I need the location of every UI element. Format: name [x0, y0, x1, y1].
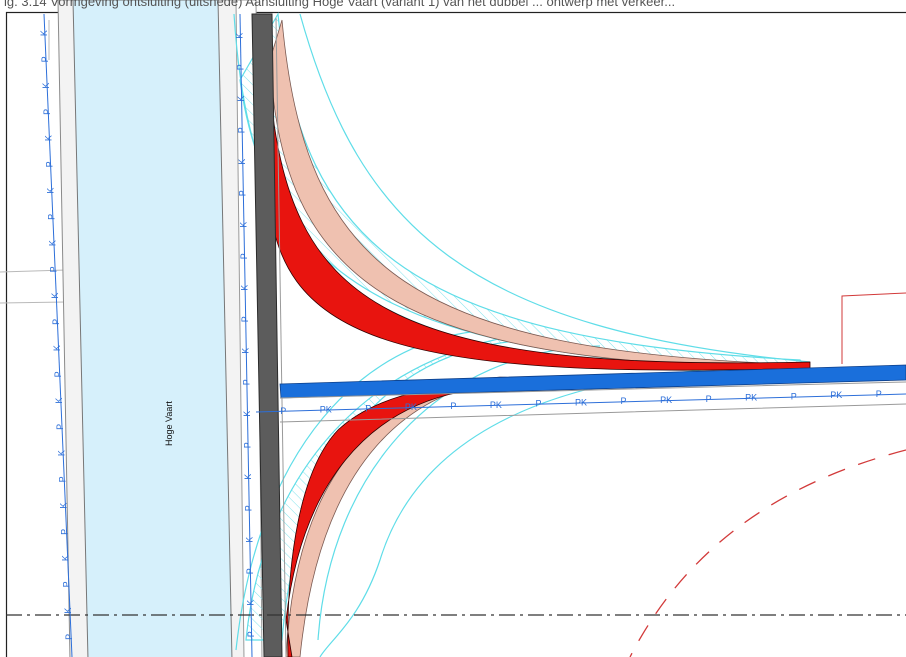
cable-marker: P [57, 476, 67, 482]
cable-marker: P [241, 379, 251, 385]
cable-marker: K [45, 188, 55, 194]
cable-marker: K [243, 474, 253, 480]
cable-marker: PK [745, 393, 757, 403]
cable-marker: P [239, 253, 249, 259]
cable-marker: P [240, 316, 250, 322]
cable-marker: P [244, 505, 254, 511]
cable-marker: K [237, 159, 247, 165]
cable-marker: P [55, 424, 65, 430]
cable-marker: PK [405, 402, 417, 412]
cable-marker: P [246, 631, 256, 637]
cable-marker: K [239, 285, 249, 291]
cable-line-horizontal [255, 393, 906, 413]
canal-label: Hoge Vaart [164, 401, 174, 446]
cable-marker: P [791, 391, 797, 401]
cable-marker: K [39, 30, 49, 36]
cable-marker: K [238, 222, 248, 228]
cable-marker: K [56, 450, 66, 456]
red-lane-north [267, 89, 811, 371]
cable-marker: K [52, 345, 62, 351]
cable-marker: P [235, 64, 245, 70]
cable-marker: P [46, 214, 56, 220]
canal-water [72, 0, 233, 657]
cable-marker: P [876, 389, 882, 399]
cable-marker: PK [575, 397, 587, 407]
cable-marker: P [49, 266, 59, 272]
cable-marker: K [63, 608, 73, 614]
cable-marker: K [61, 555, 71, 561]
cable-marker: P [535, 399, 541, 409]
cable-marker: K [50, 293, 60, 299]
cycle-path [279, 364, 906, 399]
cable-marker: P [706, 394, 712, 404]
cable-marker: P [44, 161, 54, 167]
cable-line-left [43, 13, 73, 657]
road-edge-line [279, 381, 906, 423]
cable-marker: K [242, 411, 252, 417]
road-edge-line [275, 17, 287, 657]
cable-marker: K [48, 240, 58, 246]
cable-marker: P [450, 401, 456, 411]
planned-arc [629, 449, 906, 657]
cable-marker: P [245, 568, 255, 574]
cable-marker: K [235, 33, 245, 39]
parcel-boundary [841, 292, 906, 364]
red-lane-south [285, 383, 472, 657]
cable-marker: K [245, 600, 255, 606]
cable-marker: P [238, 190, 248, 196]
cable-marker: P [53, 371, 63, 377]
cable-marker: PK [660, 395, 672, 405]
cable-marker: P [280, 406, 286, 416]
cable-marker: K [54, 398, 64, 404]
cable-marker: P [242, 442, 252, 448]
parcel-line [0, 20, 67, 304]
map-frame [5, 11, 906, 657]
cable-marker: P [40, 56, 50, 62]
figure-caption: ig. 3.14 Vormgeving ontsluiting (uitsned… [4, 0, 676, 9]
cable-marker: PK [320, 405, 332, 415]
cable-marker: P [59, 529, 69, 535]
cable-marker: PK [490, 400, 502, 410]
cable-marker: P [64, 634, 74, 640]
cable-marker: P [51, 319, 61, 325]
cable-marker: K [244, 537, 254, 543]
cable-marker: K [236, 96, 246, 102]
cable-marker: K [58, 503, 68, 509]
cable-marker: P [365, 403, 371, 413]
cable-marker: PK [830, 390, 842, 400]
cable-marker: K [43, 135, 53, 141]
cable-marker: P [42, 109, 52, 115]
cable-marker: P [236, 127, 246, 133]
side-road [251, 13, 283, 657]
cable-marker: P [62, 581, 72, 587]
hatched-zone-north-outer [299, 13, 811, 363]
cable-line-right [239, 13, 253, 657]
cable-marker: K [241, 348, 251, 354]
cable-marker: K [41, 83, 51, 89]
cable-markers: P PK P PK P PK P PK P PK P PK P PK PKPKPKPKPKPKPKPKPKP… [39, 30, 882, 640]
cable-marker: P [620, 396, 626, 406]
